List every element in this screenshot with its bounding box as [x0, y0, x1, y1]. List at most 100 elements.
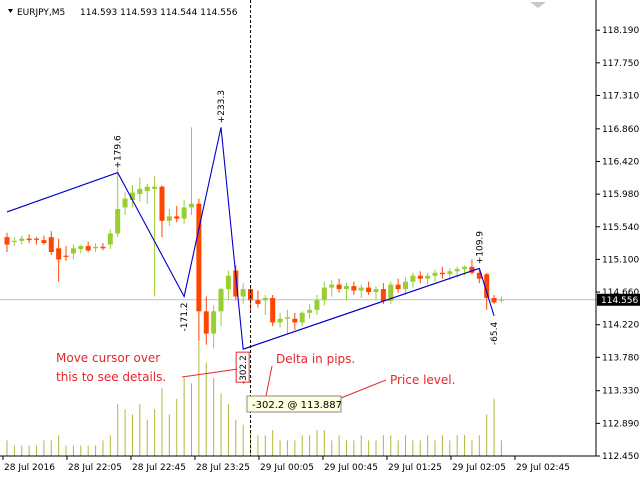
candle-body: [292, 318, 298, 323]
candle[interactable]: [181, 200, 187, 224]
candle-body: [100, 246, 106, 249]
candle[interactable]: [403, 277, 409, 296]
candle[interactable]: [410, 272, 416, 288]
candle[interactable]: [380, 283, 386, 304]
ohlc-readout: 114.593 114.593 114.544 114.556: [80, 8, 238, 18]
candle[interactable]: [48, 231, 54, 255]
candle[interactable]: [211, 305, 217, 349]
price-tick-label: 115.540: [602, 223, 639, 233]
candle-body: [19, 238, 25, 241]
scroll-to-end-icon[interactable]: [530, 2, 546, 8]
candle[interactable]: [203, 296, 209, 345]
candle[interactable]: [358, 284, 364, 298]
candle[interactable]: [284, 309, 290, 334]
time-tick-label: 29 Jul 01:25: [388, 463, 442, 473]
candle[interactable]: [270, 295, 276, 327]
zigzag-delta-label[interactable]: +179.6: [114, 135, 124, 169]
candle[interactable]: [4, 232, 10, 252]
candle[interactable]: [388, 281, 394, 304]
trend-line[interactable]: [242, 267, 480, 350]
candle[interactable]: [425, 272, 431, 285]
candle[interactable]: [100, 243, 106, 251]
candle[interactable]: [11, 237, 17, 247]
candle[interactable]: [476, 269, 482, 284]
candle-body: [26, 238, 32, 241]
candle[interactable]: [292, 312, 298, 330]
candle[interactable]: [395, 278, 401, 293]
symbol-menu-icon[interactable]: [8, 9, 13, 13]
candle[interactable]: [498, 296, 504, 303]
candle[interactable]: [277, 312, 283, 328]
time-tick-label: 29 Jul 00:05: [260, 463, 314, 473]
candle[interactable]: [137, 177, 143, 202]
candle[interactable]: [329, 280, 335, 297]
candle[interactable]: [351, 281, 357, 296]
candle-body: [152, 186, 158, 189]
candle[interactable]: [63, 246, 69, 261]
candle[interactable]: [107, 229, 113, 250]
candle[interactable]: [321, 281, 327, 306]
candle[interactable]: [299, 311, 305, 327]
selected-label-box: [235, 351, 250, 383]
candle[interactable]: [189, 127, 194, 215]
candle[interactable]: [166, 208, 172, 227]
candles[interactable]: [4, 127, 504, 349]
candle[interactable]: [307, 303, 313, 319]
candle[interactable]: [462, 265, 468, 276]
candle-body: [270, 297, 276, 323]
candle[interactable]: [85, 241, 91, 252]
candle[interactable]: [491, 295, 497, 304]
candle[interactable]: [174, 205, 180, 223]
candle[interactable]: [159, 185, 165, 238]
candle[interactable]: [196, 198, 202, 342]
candle[interactable]: [19, 235, 25, 245]
candle-body: [144, 186, 150, 192]
candle[interactable]: [78, 244, 84, 254]
candle[interactable]: [93, 243, 99, 252]
hover-tooltip: -302.2 @ 113.887: [246, 395, 342, 413]
zigzag-indicator[interactable]: +179.6 -171.2 +233.3 -302.2 +109.9 -65.4: [6, 90, 500, 384]
candle[interactable]: [336, 278, 342, 293]
candle-body: [366, 287, 372, 293]
candle-body: [336, 284, 342, 290]
callout-delta: Delta in pips.: [276, 352, 355, 366]
candle[interactable]: [366, 281, 372, 296]
zigzag-delta-label[interactable]: -171.2: [180, 302, 190, 331]
candle[interactable]: [432, 269, 438, 282]
candle[interactable]: [343, 283, 349, 301]
candle[interactable]: [129, 185, 135, 208]
candle[interactable]: [255, 290, 261, 308]
candle-body: [181, 207, 187, 219]
candle-body: [307, 309, 313, 313]
zigzag-delta-label[interactable]: -302.2: [239, 355, 249, 384]
candle[interactable]: [26, 234, 32, 244]
candle-body: [498, 299, 504, 301]
candle[interactable]: [56, 238, 62, 282]
candle[interactable]: [439, 266, 445, 279]
candle[interactable]: [144, 183, 150, 204]
candle[interactable]: [218, 287, 224, 327]
candle[interactable]: [152, 176, 158, 297]
candle[interactable]: [115, 168, 121, 238]
time-tick-label: 29 Jul 02:05: [452, 463, 506, 473]
candle[interactable]: [373, 286, 379, 301]
candle[interactable]: [469, 259, 475, 275]
candle[interactable]: [41, 235, 47, 245]
candle-body: [454, 269, 460, 272]
candle[interactable]: [34, 237, 40, 245]
candle[interactable]: [122, 192, 128, 215]
candle-body: [166, 216, 172, 221]
candle[interactable]: [262, 295, 268, 316]
candle[interactable]: [70, 244, 76, 260]
candle[interactable]: [314, 295, 320, 316]
price-tick-label: 114.220: [602, 321, 639, 331]
candle-body: [240, 289, 246, 297]
candle[interactable]: [417, 271, 423, 284]
zigzag-delta-label[interactable]: +233.3: [217, 90, 227, 123]
candle[interactable]: [240, 283, 246, 304]
zigzag-delta-label[interactable]: +109.9: [475, 231, 485, 265]
zigzag-delta-label[interactable]: -65.4: [490, 322, 500, 346]
candle[interactable]: [225, 270, 231, 301]
